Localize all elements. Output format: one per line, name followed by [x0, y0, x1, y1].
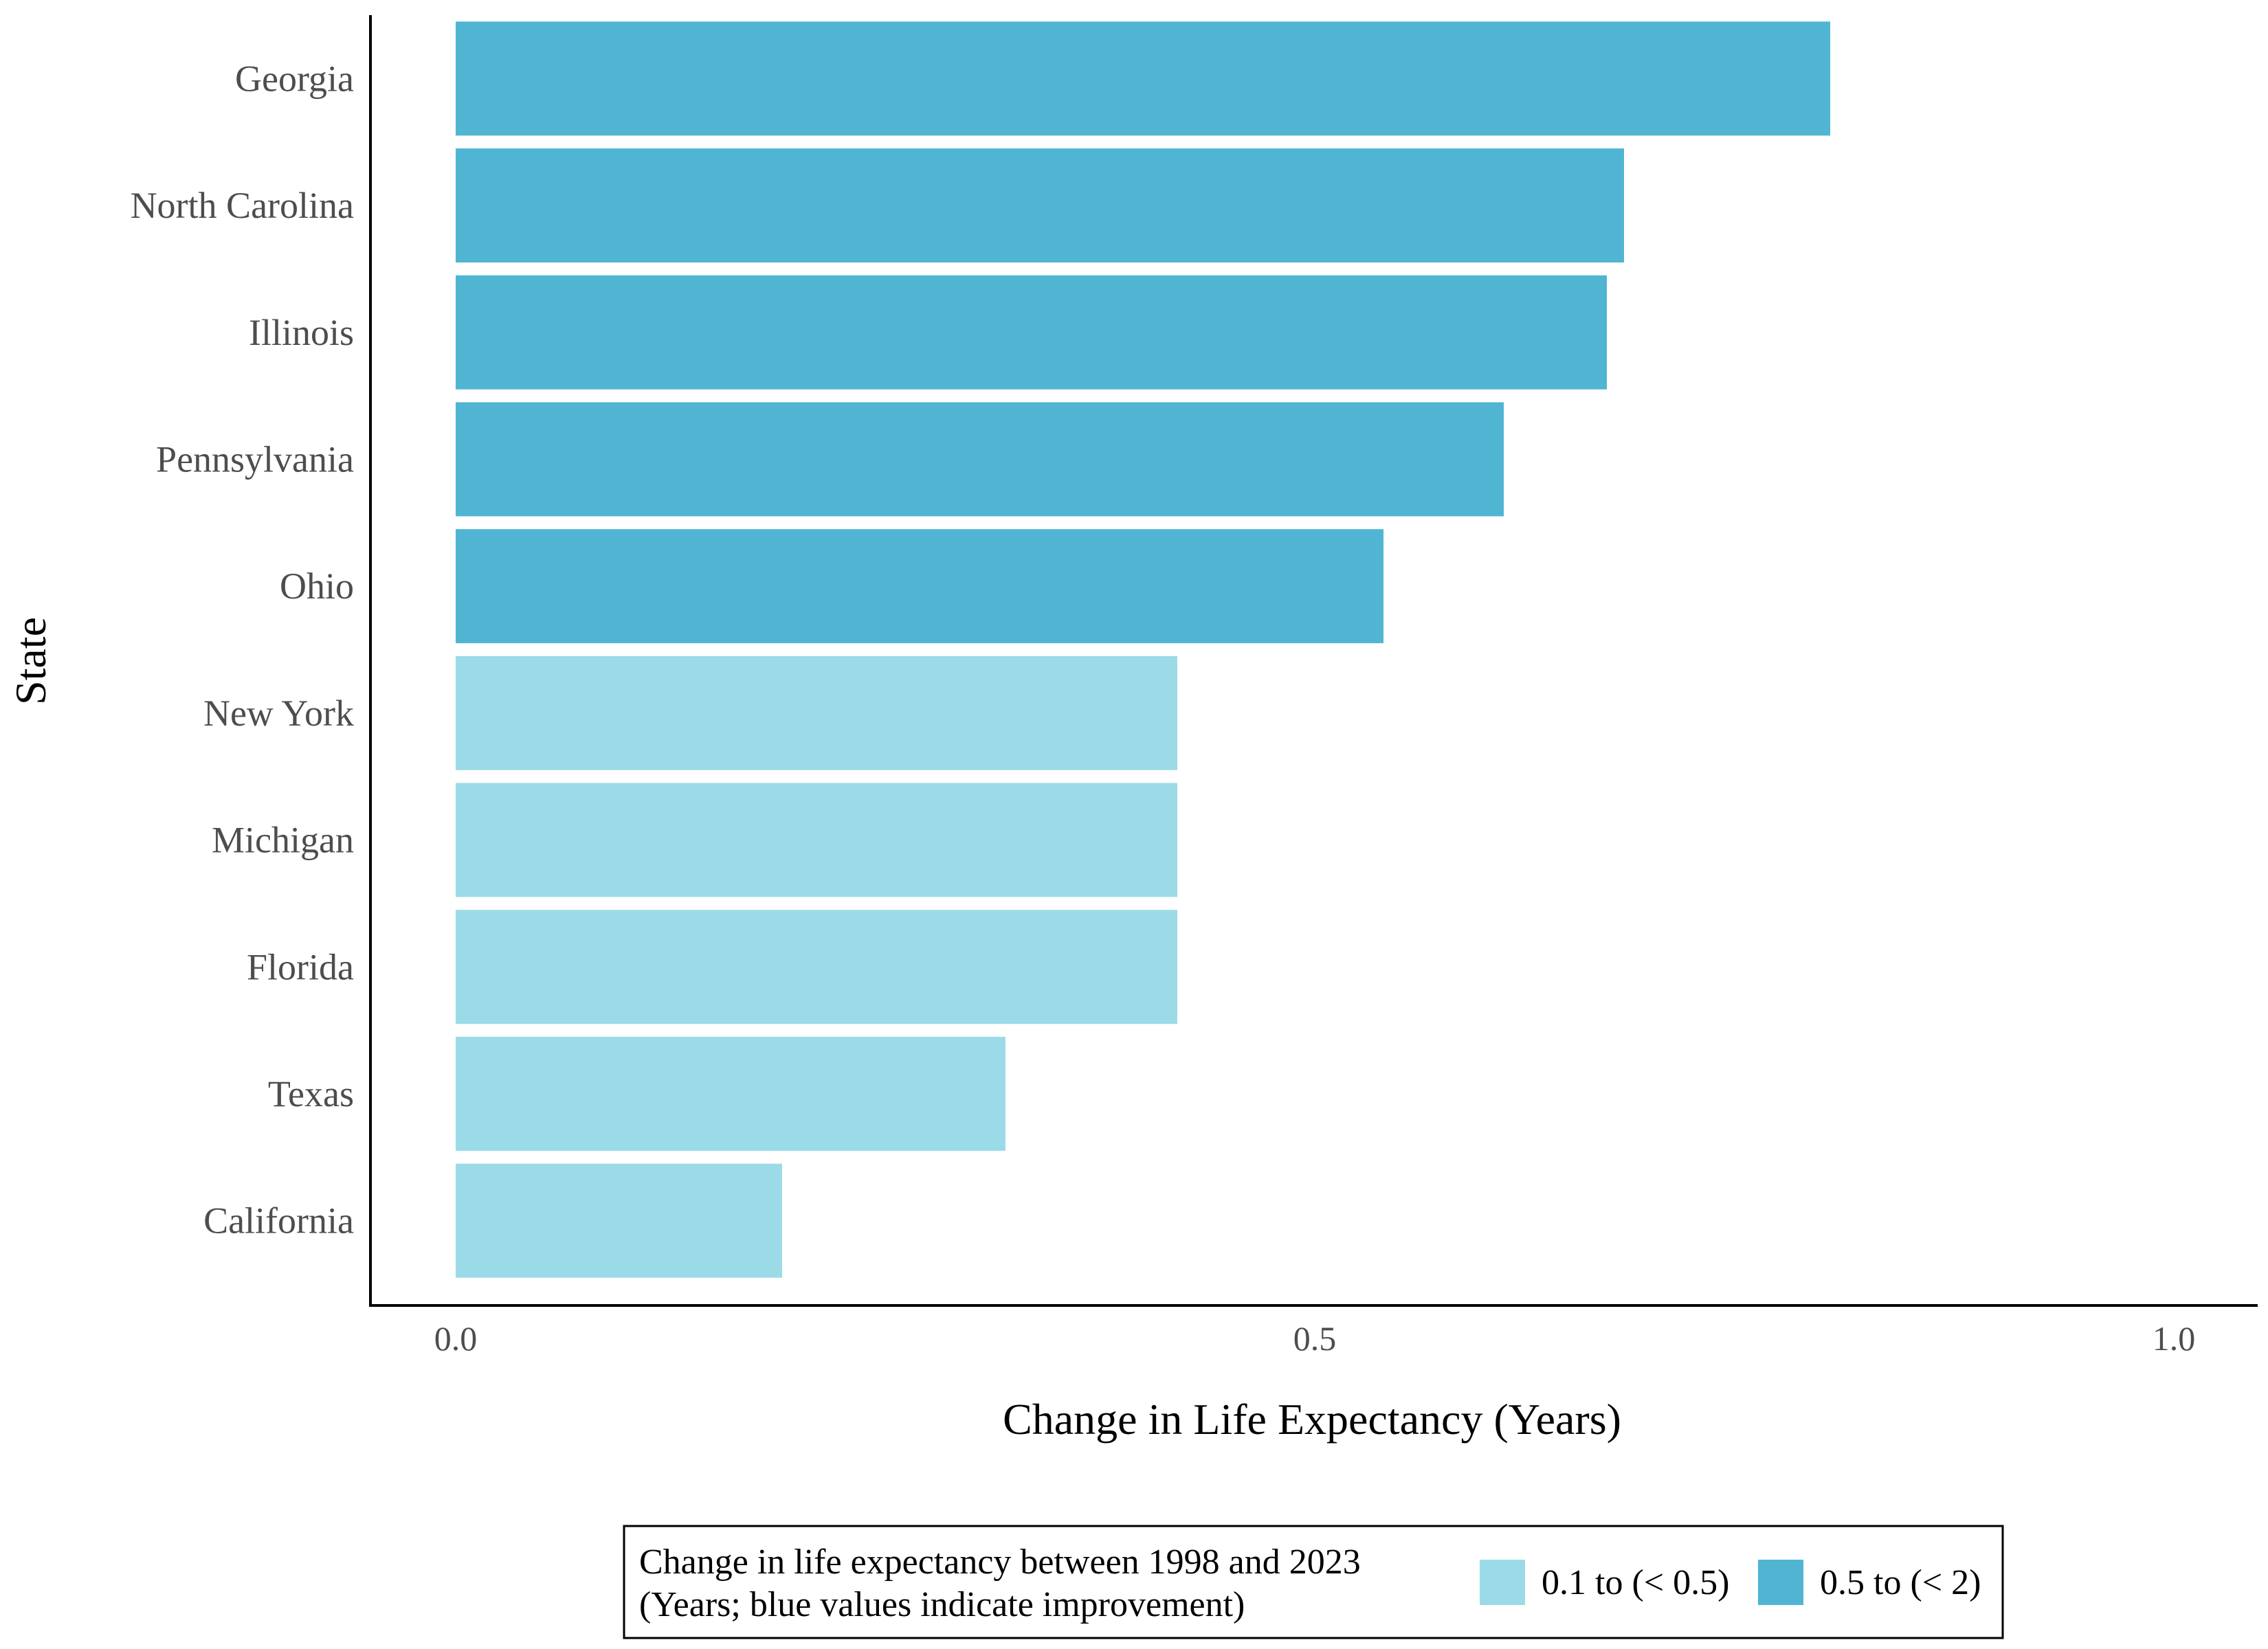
category-label-ohio: Ohio	[280, 565, 354, 607]
category-label-north-carolina: North Carolina	[131, 185, 354, 226]
bar-michigan	[456, 783, 1177, 897]
category-label-texas: Texas	[268, 1073, 354, 1114]
bar-illinois	[456, 275, 1607, 390]
bar-texas	[456, 1036, 1005, 1151]
bars-group	[456, 21, 1830, 1278]
x-tick-label-0: 0.0	[434, 1319, 478, 1358]
legend: Change in life expectancy between 1998 a…	[623, 1525, 2004, 1639]
category-label-illinois: Illinois	[249, 312, 354, 353]
legend-label-dark: 0.5 to (< 2)	[1820, 1563, 1981, 1602]
bar-florida	[456, 910, 1177, 1024]
bar-pennsylvania	[456, 402, 1504, 517]
category-label-pennsylvania: Pennsylvania	[156, 438, 354, 480]
legend-swatch-light	[1480, 1560, 1525, 1605]
x-tick-label-2: 1.0	[2153, 1319, 2196, 1358]
category-label-california: California	[203, 1200, 354, 1242]
legend-label-light: 0.1 to (< 0.5)	[1542, 1563, 1729, 1602]
category-label-florida: Florida	[247, 946, 354, 987]
category-label-new-york: New York	[203, 693, 354, 734]
x-tick-label-1: 0.5	[1293, 1319, 1337, 1358]
legend-title-line-1: Change in life expectancy between 1998 a…	[639, 1543, 1361, 1582]
x-tick-labels: 0.0 0.5 1.0	[434, 1319, 2196, 1358]
x-axis-title: Change in Life Expectancy (Years)	[1003, 1395, 1621, 1444]
category-label-georgia: Georgia	[235, 58, 354, 99]
legend-title-line-2: (Years; blue values indicate improvement…	[639, 1585, 1245, 1624]
legend-box	[623, 1525, 2004, 1639]
bar-new-york	[456, 655, 1177, 770]
bar-california	[456, 1163, 782, 1278]
bar-north-carolina	[456, 148, 1624, 263]
y-axis-title: State	[6, 617, 55, 705]
category-label-michigan: Michigan	[212, 820, 354, 861]
category-labels: Georgia North Carolina Illinois Pennsylvani…	[131, 58, 354, 1241]
bar-georgia	[456, 21, 1830, 136]
bar-ohio	[456, 529, 1383, 644]
legend-swatch-dark	[1758, 1560, 1803, 1605]
